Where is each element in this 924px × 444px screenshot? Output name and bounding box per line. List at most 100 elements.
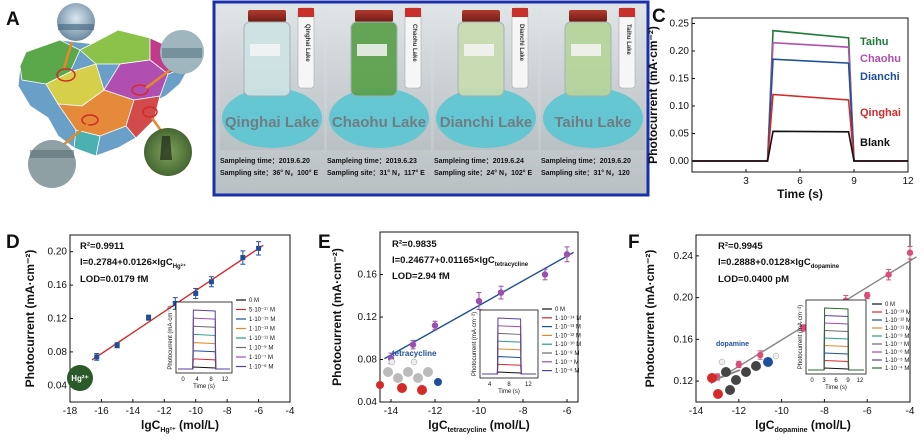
chart-e: -14 -12 -10 -8 -60.040.080.120.16lgCtetracyc… [330, 231, 579, 434]
tube-cap [298, 8, 314, 17]
inset-frame [175, 301, 233, 374]
inset-legend-label: 1·10⁻¹³ M [249, 327, 275, 333]
data-point [497, 289, 505, 296]
inset-legend-label: 0 M [249, 298, 259, 304]
vial-tag [250, 44, 280, 56]
inset-x-tick: 12 [525, 382, 532, 388]
y-tick-label: 0.25 [670, 19, 690, 30]
inset-legend-label: 1·10⁻⁴ M [885, 365, 909, 372]
lake-name: Dianchi Lake [440, 114, 533, 131]
data-point [885, 271, 892, 278]
f-eq-text: I=0.2888+0.0128×lgC [718, 257, 811, 268]
inset-legend-label: 1·10⁻⁷ M [555, 359, 579, 366]
f-eq-sub: dopamine [811, 264, 840, 270]
inset-frame [805, 299, 867, 375]
x-axis-label: lgCtetracycline (mol/L) [428, 418, 530, 434]
data-point [114, 342, 120, 348]
y-tick-label: 0.20 [48, 247, 68, 258]
x-tick-label: -10 [774, 406, 789, 417]
lake-name: Qinghai Lake [225, 114, 319, 131]
inset-legend-label: 1·10⁻¹⁴ M [555, 315, 581, 322]
lake-disc [543, 88, 643, 148]
x-axis-label: lgCdopamine (mol/L) [755, 418, 851, 434]
x-tick-label: 12 [902, 176, 914, 187]
inset-trace [808, 307, 864, 371]
inset-legend-label: 1·10⁻⁸ M [555, 350, 579, 357]
data-point [563, 251, 571, 258]
inset-x-tick: 4 [195, 377, 199, 383]
panel-f-label: F [628, 232, 640, 253]
inset-legend-label: 5·10⁻¹⁷ M [249, 307, 275, 314]
x-tick-label: -14 [126, 406, 141, 417]
tube-cap [619, 8, 635, 17]
sampling-time: Sampleing time：2019.6.24 [434, 158, 524, 165]
x-tick-label: -10 [472, 406, 487, 417]
sampling-time: Sampleing time：2019.6.20 [220, 158, 310, 165]
panel-a-label: A [6, 9, 20, 30]
data-point [864, 292, 871, 299]
inset-legend-label: 1·10⁻¹¹ M [249, 336, 275, 342]
x-tick-label: -8 [519, 406, 528, 417]
y-tick-label: 0.16 [674, 334, 694, 345]
series-label-dianchi: Dianchi [860, 71, 900, 83]
y-tick-label: 0.08 [48, 347, 68, 358]
y-tick-label: 0.08 [358, 355, 378, 366]
data-point [475, 297, 483, 305]
lake-block-2: Chaohu Lake Chaohu Lake Sampleing time：201… [327, 7, 431, 177]
x-axis-label-unit: (mol/L) [486, 418, 529, 432]
vial-tag [357, 44, 387, 56]
inset-legend-label: 1·10⁻⁶ M [555, 368, 579, 375]
lake-name: Taihu Lake [554, 114, 631, 131]
inset-legend-label: 1·10⁻⁷ M [249, 354, 273, 361]
x-axis-label-main: lgC [428, 418, 448, 432]
x-tick-label: -12 [428, 406, 443, 417]
inset-legend-label: 1·10⁻¹² M [885, 318, 911, 324]
tube-label: Qinghai Lake [304, 24, 310, 62]
d-eq: I=0.2784+0.0126×lgCHg²⁺ [80, 257, 186, 270]
inset-x-tick: 3 [822, 378, 826, 384]
tube-cap [405, 8, 421, 17]
inset-x-tick: 0 [810, 378, 814, 384]
x-tick-label: 9 [851, 176, 857, 187]
inset-frame [479, 309, 539, 379]
x-tick-label: -6 [863, 406, 872, 417]
vial-cap [248, 10, 286, 22]
vial-bottle [564, 21, 612, 97]
data-point [146, 315, 152, 321]
data-point [172, 300, 178, 306]
inset-legend-label: 1·10⁻¹⁵ M [249, 316, 275, 323]
inset-legend-label: 1·10⁻¹¹ M [885, 326, 911, 332]
panel-c: C 3 6 9 12 0.00 0.05 0.10 0.15 0.20 0.25 Time (s) P… [646, 6, 914, 201]
hg-marker [67, 365, 93, 391]
y-tick-label: 0.04 [358, 397, 378, 408]
x-tick-label: -6 [254, 406, 263, 417]
lake-photo-blocks: Qinghai Lake Qinghai Lake Sampleing time：2… [220, 7, 645, 177]
e-lod: LOD=2.94 fM [392, 271, 450, 282]
y-tick-label: 0.16 [48, 280, 68, 291]
data-point [256, 245, 262, 251]
inset-legend-label: 0 M [555, 307, 565, 313]
inset-legend-label: 1·10⁻⁶ M [249, 364, 273, 371]
y-tick-label: 0.04 [48, 380, 68, 391]
inset-legend-label: 1·10⁻¹³ M [555, 325, 581, 331]
y-tick-label: 0.05 [670, 129, 690, 140]
lake-photo-qinghai [57, 3, 95, 41]
y-tick-label: 0.12 [358, 312, 378, 323]
series-line-blank [692, 130, 908, 162]
inset-y-label: Photocurrent (mA·cm⁻²) [472, 312, 478, 376]
lake-disc [436, 88, 536, 148]
lake-block-4: Taihu Lake Taihu Lake Sampleing time：2019.… [541, 7, 645, 177]
x-axis-label-sub: tetracycline [448, 427, 487, 434]
y-axis-label: Photocurrent (mA·cm⁻²) [646, 26, 660, 164]
dopamine-label: dopamine [716, 341, 749, 348]
x-tick-label: -10 [188, 406, 203, 417]
vial-tag [571, 44, 601, 56]
inset-y-label: Photocurrent (mA·cm⁻²) [798, 305, 804, 369]
series-line-qinghai [692, 93, 908, 162]
data-point [409, 341, 417, 348]
inset-x-tick: 0 [181, 377, 185, 383]
d-r2: R²=0.9911 [80, 241, 125, 252]
sampling-site: Sampling site：24° N，102° E [434, 169, 533, 177]
data-point [94, 354, 100, 360]
